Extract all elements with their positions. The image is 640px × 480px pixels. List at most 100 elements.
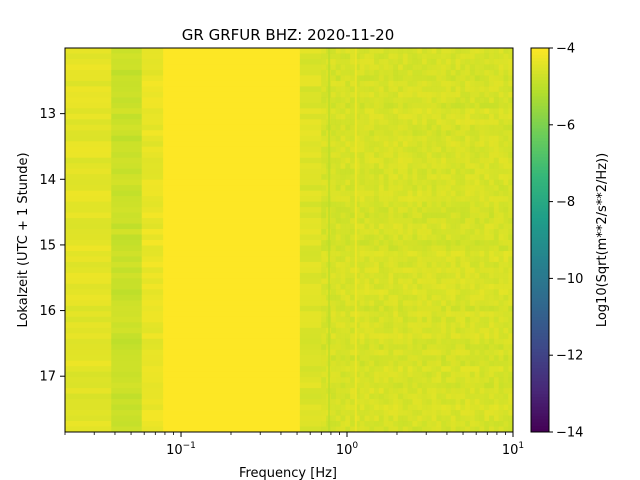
heatmap-cell bbox=[445, 322, 451, 329]
heatmap-cell bbox=[465, 146, 471, 153]
heatmap-cell bbox=[455, 102, 461, 109]
heatmap-cell bbox=[489, 322, 495, 329]
heatmap-cell bbox=[374, 426, 380, 433]
heatmap-cell bbox=[412, 124, 418, 131]
heatmap-cell bbox=[388, 130, 394, 137]
heatmap-cell bbox=[330, 146, 336, 153]
heatmap-cell bbox=[450, 240, 456, 246]
heatmap-cell bbox=[450, 212, 456, 219]
heatmap-cell bbox=[330, 415, 336, 422]
heatmap-cell bbox=[436, 283, 442, 290]
heatmap-cell bbox=[503, 58, 509, 65]
heatmap-cell bbox=[388, 185, 394, 191]
heatmap-cell bbox=[345, 185, 351, 191]
heatmap-cell bbox=[421, 349, 428, 356]
heatmap-cell bbox=[407, 64, 413, 71]
heatmap-cell bbox=[350, 185, 356, 191]
heatmap-cell bbox=[383, 157, 389, 164]
heatmap-cell bbox=[498, 48, 504, 54]
heatmap-cell bbox=[474, 218, 480, 224]
heatmap-cell bbox=[340, 196, 346, 202]
heatmap-cell bbox=[397, 366, 404, 372]
heatmap-cell bbox=[383, 97, 389, 104]
heatmap-cell bbox=[417, 344, 423, 351]
heatmap-cell bbox=[498, 212, 504, 219]
heatmap-cell bbox=[330, 267, 336, 274]
heatmap-cell bbox=[345, 218, 351, 224]
heatmap-cell bbox=[474, 179, 480, 186]
heatmap-cell bbox=[474, 377, 480, 383]
heatmap-cell bbox=[335, 404, 341, 411]
heatmap-cell bbox=[421, 272, 428, 279]
heatmap-cell bbox=[397, 377, 404, 383]
heatmap-cell bbox=[299, 163, 322, 170]
heatmap-cell bbox=[111, 58, 143, 65]
heatmap-cell bbox=[441, 305, 447, 312]
heatmap-cell bbox=[111, 229, 143, 235]
heatmap-cell bbox=[508, 245, 514, 252]
heatmap-cell bbox=[354, 119, 360, 126]
heatmap-cell bbox=[359, 97, 365, 104]
heatmap-cell bbox=[65, 256, 112, 263]
heatmap-cell bbox=[441, 256, 447, 263]
heatmap-cell bbox=[465, 338, 471, 345]
heatmap-cell bbox=[465, 289, 471, 296]
heatmap-cell bbox=[402, 113, 408, 120]
heatmap-cell bbox=[450, 108, 456, 115]
heatmap-cell bbox=[503, 388, 509, 394]
heatmap-cell bbox=[335, 174, 341, 180]
heatmap-cell bbox=[340, 426, 346, 433]
heatmap-cell bbox=[335, 305, 341, 312]
heatmap-cell bbox=[330, 333, 336, 340]
heatmap-cell bbox=[431, 316, 437, 323]
heatmap-cell bbox=[489, 316, 495, 323]
heatmap-cell bbox=[364, 102, 370, 109]
heatmap-cell bbox=[321, 267, 327, 274]
heatmap-cell bbox=[445, 185, 451, 191]
heatmap-cell bbox=[383, 360, 389, 367]
heatmap-cell bbox=[393, 410, 399, 416]
heatmap-cell bbox=[393, 305, 399, 312]
heatmap-cell bbox=[345, 212, 351, 219]
colorbar-segment bbox=[531, 316, 549, 321]
heatmap-cell bbox=[407, 283, 413, 290]
heatmap-cell bbox=[493, 179, 499, 186]
heatmap-cell bbox=[508, 382, 514, 389]
heatmap-cell bbox=[469, 75, 475, 82]
heatmap-cell bbox=[508, 327, 514, 334]
heatmap-cell bbox=[455, 190, 461, 197]
heatmap-cell bbox=[436, 382, 442, 389]
heatmap-cell bbox=[460, 223, 466, 230]
heatmap-cell bbox=[441, 64, 447, 71]
heatmap-cell bbox=[299, 426, 322, 433]
heatmap-cell bbox=[417, 185, 423, 191]
heatmap-cell bbox=[374, 157, 380, 164]
heatmap-cell bbox=[393, 399, 399, 405]
heatmap-cell bbox=[493, 229, 499, 235]
heatmap-cell bbox=[345, 399, 351, 405]
heatmap-cell bbox=[508, 415, 514, 422]
colorbar-segment bbox=[531, 323, 549, 327]
heatmap-cell bbox=[455, 355, 461, 361]
heatmap-cell bbox=[498, 272, 504, 279]
heatmap-cell bbox=[450, 272, 456, 279]
heatmap-cell bbox=[141, 261, 164, 268]
heatmap-cell bbox=[417, 349, 423, 356]
heatmap-cell bbox=[407, 229, 413, 235]
heatmap-cell bbox=[474, 86, 480, 93]
heatmap-cell bbox=[299, 283, 322, 290]
heatmap-cell bbox=[340, 146, 346, 153]
heatmap-cell bbox=[330, 212, 336, 219]
heatmap-cell bbox=[460, 355, 466, 361]
heatmap-cell bbox=[484, 163, 490, 169]
heatmap-cell bbox=[474, 316, 480, 323]
heatmap-cell bbox=[364, 261, 370, 268]
heatmap-cell bbox=[484, 294, 490, 301]
heatmap-cell bbox=[455, 97, 461, 104]
heatmap-cell bbox=[498, 377, 504, 383]
heatmap-cell bbox=[450, 168, 456, 175]
heatmap-cell bbox=[340, 157, 346, 164]
heatmap-cell bbox=[465, 245, 471, 252]
heatmap-cell bbox=[450, 86, 456, 93]
heatmap-cell bbox=[350, 261, 356, 268]
